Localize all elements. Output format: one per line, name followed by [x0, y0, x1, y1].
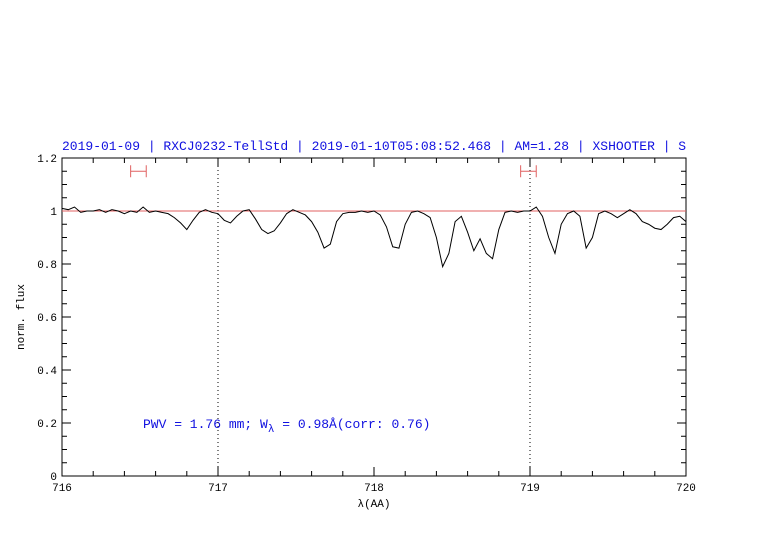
x-tick-label: 717	[208, 483, 228, 495]
x-tick-label: 716	[52, 483, 72, 495]
y-tick-label: 0.2	[37, 419, 57, 431]
y-tick-label: 1.2	[37, 154, 57, 166]
y-tick-label: 1	[50, 207, 57, 219]
spectrum-line	[61, 206, 687, 269]
interval-marker	[130, 165, 147, 178]
annotation-part: PWV = 1.76 mm; W	[143, 417, 268, 432]
annotation-subscript: λ	[268, 424, 275, 436]
x-tick-label: 718	[364, 483, 384, 495]
annotation: PWV = 1.76 mm; Wλ = 0.98Å(corr: 0.76)	[143, 417, 430, 436]
x-axis-label: λ(AA)	[357, 499, 390, 511]
y-tick-label: 0.8	[37, 260, 57, 272]
y-tick-label: 0	[50, 472, 57, 484]
chart-title: 2019-01-09 | RXCJ0232-TellStd | 2019-01-…	[62, 139, 686, 154]
y-tick-label: 0.6	[37, 313, 57, 325]
y-axis-label: norm. flux	[16, 284, 28, 350]
annotation-part: = 0.98Å(corr: 0.76)	[274, 417, 430, 432]
interval-marker	[520, 165, 537, 178]
x-tick-label: 720	[676, 483, 696, 495]
x-tick-label: 719	[520, 483, 540, 495]
y-tick-label: 0.4	[37, 366, 57, 378]
